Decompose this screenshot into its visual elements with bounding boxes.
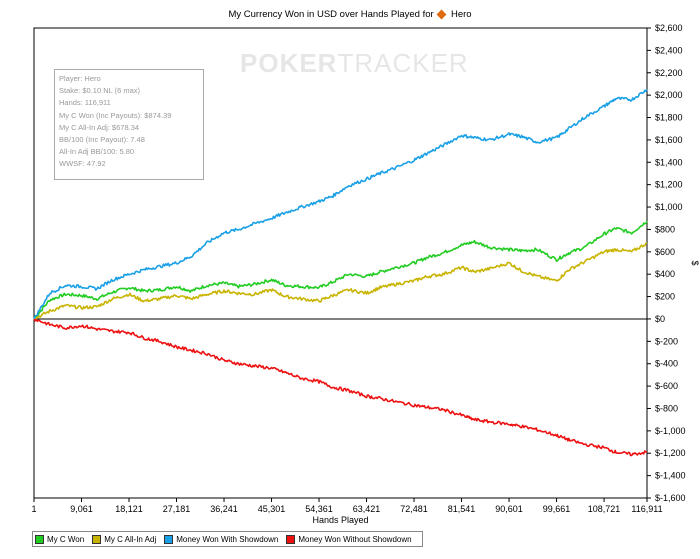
legend-swatch-all-in-adj [92, 534, 102, 544]
series-line-3 [33, 318, 648, 457]
x-tick-label: 36,241 [210, 504, 238, 514]
series-line-2 [33, 89, 648, 320]
legend-swatch-with-showdown [164, 534, 174, 544]
x-tick-label: 108,721 [588, 504, 621, 514]
series-line-1 [33, 242, 648, 321]
x-tick-label: 116,911 [631, 504, 662, 514]
stats-player: Player: Hero [59, 74, 101, 83]
y-tick-label: $2,000 [655, 90, 683, 100]
x-tick-label: 18,121 [115, 504, 143, 514]
y-axis-title: $ [690, 260, 700, 265]
chart-title-player: Hero [450, 9, 472, 20]
y-tick-label: $1,600 [655, 135, 683, 145]
y-tick-label: $1,800 [655, 113, 683, 123]
y-tick-label: $400 [655, 269, 675, 279]
stats-wwsf: WWSF: 47.92 [59, 159, 106, 169]
pokertracker-watermark: POKERTRACKER [240, 48, 469, 79]
y-tick-label: $-1,000 [655, 426, 686, 436]
y-tick-label: $1,400 [655, 157, 683, 167]
x-tick-label: 72,481 [400, 504, 428, 514]
y-tick-label: $800 [655, 224, 675, 234]
legend-label-my-c-won: My C Won [47, 534, 85, 544]
stats-stake: Stake: $0.10 NL (6 max) [59, 86, 141, 96]
stats-box: Player: Hero Stake: $0.10 NL (6 max) Han… [54, 69, 204, 180]
stats-allin-bb100: All-In Adj BB/100: 5.80 [59, 147, 135, 157]
x-tick-label: 99,661 [543, 504, 571, 514]
y-tick-label: $-1,600 [655, 493, 686, 503]
x-tick-label: 81,541 [448, 504, 476, 514]
x-tick-label: 54,361 [305, 504, 333, 514]
legend-item-with-showdown[interactable]: Money Won With Showdown [164, 534, 279, 544]
x-tick-label: 27,181 [163, 504, 191, 514]
legend-swatch-my-c-won [35, 534, 44, 544]
stats-bb100: BB/100 (Inc Payout): 7.48 [59, 134, 145, 144]
legend-label-with-showdown: Money Won With Showdown [176, 534, 279, 544]
y-tick-label: $-1,200 [655, 448, 686, 458]
x-tick-label: 9,061 [70, 504, 93, 514]
y-tick-label: $-200 [655, 336, 678, 346]
chart-title: My Currency Won in USD over Hands Played… [0, 9, 700, 20]
legend-item-without-showdown[interactable]: Money Won Without Showdown [286, 534, 412, 544]
legend-label-without-showdown: Money Won Without Showdown [298, 534, 412, 544]
y-tick-label: $200 [655, 292, 675, 302]
y-tick-label: $2,200 [655, 68, 683, 78]
watermark-part2: TRACKER [337, 48, 469, 78]
y-tick-label: $600 [655, 247, 675, 257]
y-tick-label: $2,400 [655, 45, 683, 55]
stats-hands: Hands: 116,911 [59, 98, 111, 108]
series-line-0 [33, 220, 648, 320]
y-tick-label: $1,200 [655, 180, 683, 190]
legend-swatch-without-showdown [286, 534, 296, 544]
chart-title-text: My Currency Won in USD over Hands Played… [228, 9, 434, 20]
x-tick-label: 1 [31, 504, 36, 514]
y-tick-label: $-400 [655, 359, 678, 369]
stats-won: My C Won (Inc Payouts): $874.39 [59, 110, 172, 120]
legend-item-my-c-won[interactable]: My C Won [35, 534, 85, 544]
y-tick-label: $-800 [655, 403, 678, 413]
legend-item-all-in-adj[interactable]: My C All-In Adj [92, 534, 157, 544]
stats-allin: My C All-In Adj: $678.34 [59, 122, 140, 132]
x-axis-title: Hands Played [312, 515, 368, 525]
y-tick-label: $2,600 [655, 23, 683, 33]
y-tick-label: $0 [655, 314, 665, 324]
x-tick-label: 90,601 [495, 504, 523, 514]
legend: My C Won My C All-In Adj Money Won With … [32, 531, 423, 547]
legend-label-all-in-adj: My C All-In Adj [104, 534, 157, 544]
x-tick-label: 63,421 [353, 504, 381, 514]
y-tick-label: $1,000 [655, 202, 683, 212]
plot-frame [33, 27, 648, 499]
y-tick-label: $-600 [655, 381, 678, 391]
watermark-part1: POKER [240, 48, 338, 78]
x-tick-label: 45,301 [258, 504, 286, 514]
y-tick-label: $-1,400 [655, 471, 686, 481]
